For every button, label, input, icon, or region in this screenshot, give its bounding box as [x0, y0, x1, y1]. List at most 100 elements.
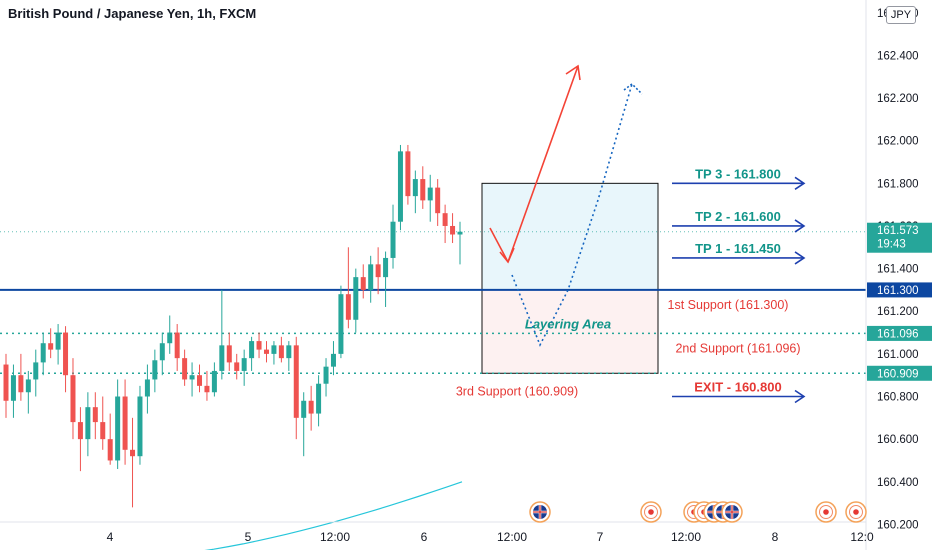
- event-uk-4[interactable]: [721, 501, 743, 523]
- candle[interactable]: [137, 385, 143, 465]
- event-dot-icon: [648, 509, 654, 515]
- candle[interactable]: [241, 349, 247, 386]
- candle-body: [278, 345, 284, 359]
- candle[interactable]: [10, 364, 16, 418]
- candle-body: [308, 400, 314, 414]
- trade-zones: [481, 182, 659, 374]
- candle[interactable]: [368, 255, 374, 303]
- candle[interactable]: [263, 341, 269, 363]
- support-3-badge[interactable]: 160.909: [867, 365, 932, 381]
- candle[interactable]: [33, 349, 39, 397]
- last-price-badge[interactable]: 161.573 19:43: [867, 222, 932, 253]
- candle[interactable]: [152, 349, 158, 393]
- candle[interactable]: [115, 379, 121, 469]
- candle[interactable]: [293, 336, 299, 440]
- dotted-projection: [511, 83, 633, 347]
- candle-body: [286, 345, 292, 359]
- time-axis[interactable]: 4 5 12:00 6 12:00 7 12:00 8 12:0: [0, 521, 874, 544]
- candle[interactable]: [427, 174, 433, 222]
- candle[interactable]: [159, 332, 165, 376]
- candle[interactable]: [204, 370, 210, 401]
- candle[interactable]: [301, 392, 307, 457]
- candle-body: [316, 383, 322, 414]
- candle[interactable]: [77, 407, 83, 472]
- candle[interactable]: [330, 341, 336, 376]
- candle[interactable]: [100, 396, 106, 450]
- support-1-badge-bg: [867, 282, 932, 298]
- candle[interactable]: [167, 315, 173, 354]
- candle[interactable]: [3, 353, 9, 418]
- candle[interactable]: [174, 324, 180, 371]
- candlesticks[interactable]: [3, 144, 463, 508]
- event-marker[interactable]: [640, 501, 662, 523]
- candle-body: [55, 332, 61, 350]
- support-2-label: 2nd Support (161.096): [675, 341, 800, 355]
- y-tick-label: 160.400: [877, 477, 919, 489]
- red-arrowhead-up: [565, 64, 581, 81]
- y-tick-label: 160.200: [877, 519, 919, 531]
- event-uk-1[interactable]: [529, 501, 551, 523]
- candle[interactable]: [189, 362, 195, 397]
- candle[interactable]: [435, 179, 441, 226]
- candle-body: [159, 343, 165, 361]
- candle[interactable]: [271, 341, 277, 365]
- y-tick-label: 161.800: [877, 178, 919, 190]
- event-marker[interactable]: [845, 501, 867, 523]
- candle[interactable]: [55, 324, 61, 365]
- candle-body: [211, 370, 217, 393]
- candle[interactable]: [249, 336, 255, 371]
- candle[interactable]: [226, 332, 232, 371]
- candle[interactable]: [63, 326, 69, 393]
- candle[interactable]: [308, 385, 314, 431]
- candle[interactable]: [92, 392, 98, 440]
- support-2-badge[interactable]: 161.096: [867, 325, 932, 341]
- candle[interactable]: [457, 221, 463, 265]
- candle[interactable]: [144, 364, 150, 414]
- x-tick-label: 12:00: [671, 530, 701, 544]
- candle[interactable]: [48, 328, 54, 359]
- tp-label: TP 3 - 161.800: [695, 166, 781, 181]
- candle-body: [85, 407, 91, 440]
- candle-body: [33, 362, 39, 380]
- price-axis[interactable]: 160.200 160.400 160.600 160.800 161.000 161.2…: [865, 0, 932, 550]
- candle[interactable]: [375, 247, 381, 295]
- candle[interactable]: [420, 166, 426, 209]
- support-2-badge-text: 161.096: [877, 328, 919, 340]
- candle[interactable]: [412, 170, 418, 214]
- candle[interactable]: [18, 353, 24, 401]
- candle[interactable]: [85, 392, 91, 457]
- candle[interactable]: [442, 204, 448, 244]
- candle[interactable]: [390, 204, 396, 269]
- economic-events[interactable]: [529, 501, 867, 523]
- support-1-badge[interactable]: 161.300: [867, 282, 932, 298]
- candle[interactable]: [338, 285, 344, 359]
- candle[interactable]: [122, 379, 128, 465]
- candle[interactable]: [197, 364, 203, 393]
- candle[interactable]: [286, 341, 292, 371]
- candle[interactable]: [323, 358, 329, 397]
- candle[interactable]: [278, 336, 284, 363]
- candle[interactable]: [256, 332, 262, 359]
- candle[interactable]: [360, 264, 366, 299]
- event-marker[interactable]: [815, 501, 837, 523]
- candle[interactable]: [219, 289, 225, 380]
- currency-badge[interactable]: JPY: [886, 6, 916, 24]
- candle[interactable]: [70, 358, 76, 440]
- candle[interactable]: [397, 144, 403, 231]
- x-tick-label: 4: [107, 530, 114, 544]
- candle[interactable]: [383, 251, 389, 307]
- candle[interactable]: [211, 362, 217, 397]
- candle[interactable]: [182, 349, 188, 386]
- drawings[interactable]: [489, 64, 806, 404]
- candle[interactable]: [353, 268, 359, 333]
- candle[interactable]: [345, 247, 351, 329]
- candle[interactable]: [107, 413, 113, 465]
- candle[interactable]: [130, 417, 136, 508]
- candle[interactable]: [25, 370, 31, 414]
- candle[interactable]: [40, 332, 46, 376]
- candle[interactable]: [405, 144, 411, 205]
- candle[interactable]: [450, 213, 456, 244]
- candle[interactable]: [316, 375, 322, 427]
- candle[interactable]: [234, 353, 240, 380]
